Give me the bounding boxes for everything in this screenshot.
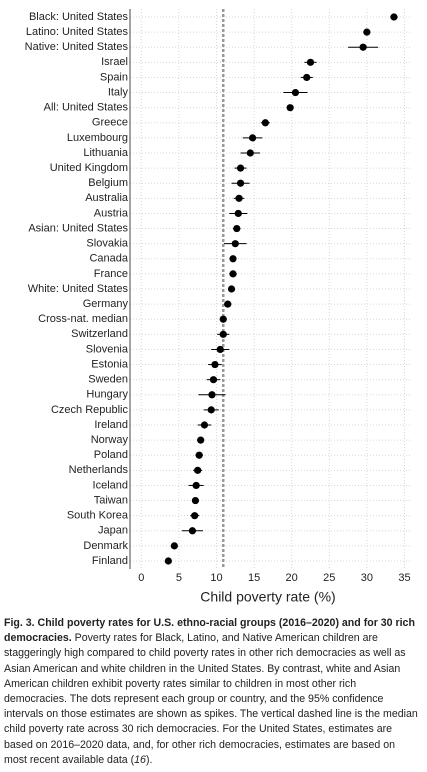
y-tick-label: Israel <box>101 56 128 68</box>
dot <box>209 376 218 384</box>
dot <box>194 466 202 474</box>
y-tick-label: Asian: United States <box>28 222 128 234</box>
dot <box>233 224 241 233</box>
y-tick-label: United Kingdom <box>50 162 128 174</box>
dot <box>261 119 269 127</box>
y-tick-label: Finland <box>92 555 128 567</box>
y-tick-label: Cross-nat. median <box>38 313 128 325</box>
y-tick-label: Lithuania <box>83 147 129 159</box>
caption-ref: 16 <box>134 753 146 766</box>
dot <box>236 179 245 187</box>
caption-title: Fig. 3. Child poverty rates for U.S. eth… <box>4 617 415 645</box>
y-tick-label: Norway <box>91 434 129 446</box>
dot <box>208 391 216 399</box>
y-tick-label: Slovenia <box>86 343 129 355</box>
y-tick-label: All: United States <box>44 102 129 114</box>
dot <box>286 104 294 112</box>
y-tick-label: Spain <box>100 71 128 83</box>
dot <box>200 421 209 429</box>
dot <box>306 58 315 66</box>
y-tick-label: Hungary <box>86 389 128 401</box>
y-tick-label: Denmark <box>83 540 128 552</box>
dot <box>164 557 172 565</box>
dot <box>224 300 232 308</box>
y-tick-label: Luxembourg <box>67 132 128 144</box>
y-tick-label: Japan <box>98 525 128 537</box>
dot <box>197 436 205 444</box>
caption: Fig. 3. Child poverty rates for U.S. eth… <box>4 616 418 768</box>
dot <box>195 451 203 459</box>
dot <box>303 73 311 82</box>
dot <box>211 360 219 369</box>
dot <box>192 481 200 490</box>
dot <box>191 496 200 505</box>
y-tick-label: Sweden <box>88 374 128 386</box>
dot <box>246 149 254 157</box>
dot <box>229 270 237 278</box>
dot <box>231 240 239 248</box>
dot <box>359 43 367 51</box>
x-tick-label: 30 <box>361 572 373 584</box>
y-tick-label: Taiwan <box>94 494 128 506</box>
y-tick-label: Germany <box>83 298 129 310</box>
dot <box>291 88 300 97</box>
x-tick-label: 35 <box>398 572 410 584</box>
dot <box>191 512 199 520</box>
dot <box>363 28 371 36</box>
dot <box>216 345 224 354</box>
x-tick-label: 25 <box>323 572 335 584</box>
y-tick-label: Switzerland <box>71 328 128 340</box>
y-tick-label: Ireland <box>94 419 128 431</box>
y-tick-label: Estonia <box>91 358 129 370</box>
dot <box>236 164 245 172</box>
x-tick-label: 5 <box>176 572 182 584</box>
y-tick-label: Native: United States <box>25 41 129 53</box>
x-tick-label: 20 <box>286 572 298 584</box>
y-tick-label: Slovakia <box>86 238 128 250</box>
x-tick-label: 10 <box>210 572 222 584</box>
dot <box>219 315 227 323</box>
dot <box>234 209 242 218</box>
y-tick-label: Czech Republic <box>51 404 129 416</box>
dot <box>188 527 197 535</box>
dot <box>219 330 227 338</box>
y-tick-label: Netherlands <box>69 464 129 476</box>
dot <box>170 542 178 550</box>
y-tick-label: Austria <box>94 207 129 219</box>
dot <box>390 13 398 21</box>
y-tick-label: France <box>94 268 128 280</box>
dot <box>248 134 257 142</box>
x-tick-label: 0 <box>138 572 144 584</box>
y-tick-label: South Korea <box>67 510 129 522</box>
y-tick-label: Belgium <box>88 177 128 189</box>
dot <box>227 285 236 293</box>
y-tick-label: Black: United States <box>29 11 129 23</box>
y-tick-label: Iceland <box>93 479 128 491</box>
chart: Child poverty rate (%) 0 5 10 15 20 25 30 35 Bla… <box>25 9 412 605</box>
x-tick-label: 15 <box>248 572 260 584</box>
y-tick-label: White: United States <box>28 283 129 295</box>
caption-text: Poverty rates for Black, Latino, and Nat… <box>4 632 418 766</box>
y-tick-label: Australia <box>85 192 129 204</box>
y-tick-label: Poland <box>94 449 128 461</box>
dot <box>207 406 215 414</box>
caption-end: ). <box>145 753 153 766</box>
y-tick-label: Greece <box>92 117 128 129</box>
x-axis-label: Child poverty rate (%) <box>200 589 335 605</box>
dot <box>229 255 237 263</box>
y-tick-label: Canada <box>89 253 128 265</box>
y-tick-label: Latino: United States <box>26 26 129 38</box>
dot <box>235 194 243 202</box>
y-tick-label: Italy <box>108 86 129 98</box>
